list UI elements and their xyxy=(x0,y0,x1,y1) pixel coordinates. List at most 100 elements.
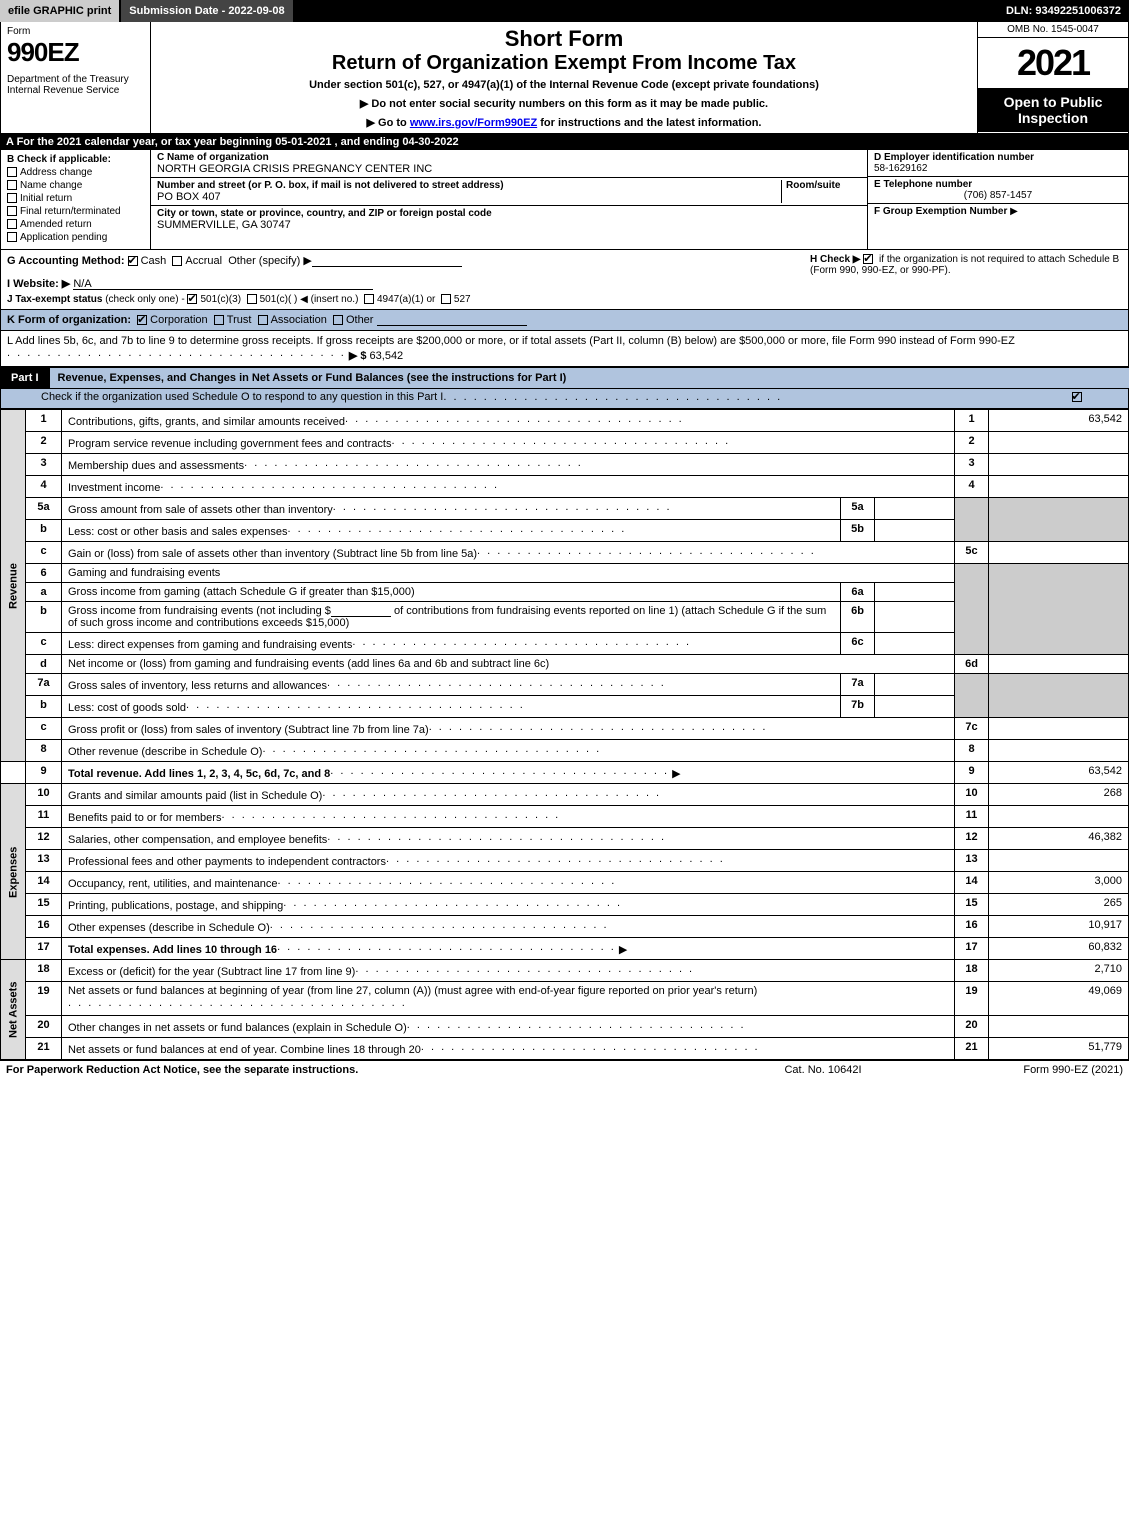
l8-desc: Other revenue (describe in Schedule O) xyxy=(68,746,262,758)
footer-mid: Cat. No. 10642I xyxy=(723,1064,923,1076)
l3-desc: Membership dues and assessments xyxy=(68,460,244,472)
l12-num: 12 xyxy=(26,828,62,850)
l6b-desc1: Gross income from fundraising events (no… xyxy=(68,605,331,617)
part1-sub-dots xyxy=(443,391,1068,406)
l9-amt-lbl: 9 xyxy=(955,762,989,784)
chk-amended-return[interactable]: Amended return xyxy=(7,219,144,230)
part1-sub-check[interactable] xyxy=(1068,391,1088,406)
goto-post: for instructions and the latest informat… xyxy=(537,117,761,129)
line-8: 8 Other revenue (describe in Schedule O)… xyxy=(1,740,1129,762)
sec-gh: G Accounting Method: Cash Accrual Other … xyxy=(0,250,1129,310)
l11-amt-lbl: 11 xyxy=(955,806,989,828)
topbar-spacer xyxy=(295,0,998,22)
chk-501c3[interactable] xyxy=(187,294,197,304)
sec-g-left: G Accounting Method: Cash Accrual Other … xyxy=(7,254,802,305)
chk-address-change[interactable]: Address change xyxy=(7,167,144,178)
line-15: 15 Printing, publications, postage, and … xyxy=(1,894,1129,916)
l5b-num: b xyxy=(26,520,62,542)
l21-desc: Net assets or fund balances at end of ye… xyxy=(68,1044,421,1056)
chk-501c[interactable] xyxy=(247,294,257,304)
footer-left: For Paperwork Reduction Act Notice, see … xyxy=(6,1064,723,1076)
l13-amt-lbl: 13 xyxy=(955,850,989,872)
chk-assoc[interactable] xyxy=(258,315,268,325)
chk-h[interactable] xyxy=(863,254,873,264)
col-b-header: B Check if applicable: xyxy=(7,154,144,165)
chk-final-return[interactable]: Final return/terminated xyxy=(7,206,144,217)
l6d-num: d xyxy=(26,655,62,674)
l7a-subamt xyxy=(875,674,955,696)
l5a-subamt xyxy=(875,498,955,520)
chk-accrual[interactable] xyxy=(172,256,182,266)
part1-header: Part I Revenue, Expenses, and Changes in… xyxy=(0,367,1129,389)
l5a-num: 5a xyxy=(26,498,62,520)
l17-amt: 60,832 xyxy=(989,938,1129,960)
l4-amt-lbl: 4 xyxy=(955,476,989,498)
group-exemption-hd: F Group Exemption Number xyxy=(874,206,1007,217)
j-note: (check only one) - xyxy=(105,294,184,305)
l6b-subamt xyxy=(875,602,955,633)
l6a-num: a xyxy=(26,583,62,602)
dln-label: DLN: 93492251006372 xyxy=(998,0,1129,22)
l6a-desc: Gross income from gaming (attach Schedul… xyxy=(68,586,415,598)
chk-name-change[interactable]: Name change xyxy=(7,180,144,191)
line-6: 6 Gaming and fundraising events xyxy=(1,564,1129,583)
org-addr: PO BOX 407 xyxy=(157,191,781,203)
l3-amt-lbl: 3 xyxy=(955,454,989,476)
chk-corp[interactable] xyxy=(137,315,147,325)
sec-l: L Add lines 5b, 6c, and 7b to line 9 to … xyxy=(0,331,1129,367)
chk-trust[interactable] xyxy=(214,315,224,325)
l6b-contrib-input[interactable] xyxy=(331,605,391,617)
l11-desc: Benefits paid to or for members xyxy=(68,812,221,824)
line-11: 11 Benefits paid to or for members 11 xyxy=(1,806,1129,828)
l17-desc: Total expenses. Add lines 10 through 16 xyxy=(68,944,277,956)
j-527-label: 527 xyxy=(454,294,471,305)
line-6d: d Net income or (loss) from gaming and f… xyxy=(1,655,1129,674)
l6a-subamt xyxy=(875,583,955,602)
org-city: SUMMERVILLE, GA 30747 xyxy=(157,219,861,231)
k-corp-label: Corporation xyxy=(150,314,207,326)
l6-shade-amt xyxy=(989,564,1129,655)
line-10: Expenses 10 Grants and similar amounts p… xyxy=(1,784,1129,806)
line-1: Revenue 1 Contributions, gifts, grants, … xyxy=(1,410,1129,432)
l7c-amt xyxy=(989,718,1129,740)
g-other-input[interactable] xyxy=(312,255,462,267)
line-17: 17 Total expenses. Add lines 10 through … xyxy=(1,938,1129,960)
submission-date-button[interactable]: Submission Date - 2022-09-08 xyxy=(121,0,294,22)
l7a-num: 7a xyxy=(26,674,62,696)
line-7c: c Gross profit or (loss) from sales of i… xyxy=(1,718,1129,740)
k-other-input[interactable] xyxy=(377,314,527,326)
line-4: 4 Investment income 4 xyxy=(1,476,1129,498)
l20-amt-lbl: 20 xyxy=(955,1016,989,1038)
chk-other-org[interactable] xyxy=(333,315,343,325)
row-a-tax-year: A For the 2021 calendar year, or tax yea… xyxy=(0,134,1129,150)
chk-initial-return[interactable]: Initial return xyxy=(7,193,144,204)
efile-print-button[interactable]: efile GRAPHIC print xyxy=(0,0,121,22)
expenses-vertical-label: Expenses xyxy=(1,784,26,960)
irs-link[interactable]: www.irs.gov/Form990EZ xyxy=(410,117,537,129)
chk-527[interactable] xyxy=(441,294,451,304)
org-name-hd: C Name of organization xyxy=(157,152,861,163)
sec-h-right: H Check ▶ if the organization is not req… xyxy=(802,254,1122,305)
chk-cash[interactable] xyxy=(128,256,138,266)
sec-k: K Form of organization: Corporation Trus… xyxy=(0,310,1129,331)
col-b: B Check if applicable: Address change Na… xyxy=(1,150,151,249)
l-dots xyxy=(7,350,346,362)
phone-hd: E Telephone number xyxy=(874,179,1122,190)
line-21: 21 Net assets or fund balances at end of… xyxy=(1,1038,1129,1060)
l20-desc: Other changes in net assets or fund bala… xyxy=(68,1022,407,1034)
l8-amt-lbl: 8 xyxy=(955,740,989,762)
l7c-num: c xyxy=(26,718,62,740)
part1-title: Revenue, Expenses, and Changes in Net As… xyxy=(50,368,1129,388)
l6-desc: Gaming and fundraising events xyxy=(62,564,955,583)
form-header: Form 990EZ Department of the Treasury In… xyxy=(0,22,1129,134)
l9-num: 9 xyxy=(26,762,62,784)
l19-amt-lbl: 19 xyxy=(955,982,989,1016)
l7c-desc: Gross profit or (loss) from sales of inv… xyxy=(68,724,429,736)
chk-4947[interactable] xyxy=(364,294,374,304)
l15-amt-lbl: 15 xyxy=(955,894,989,916)
chk-application-pending[interactable]: Application pending xyxy=(7,232,144,243)
l6-shade-lbl xyxy=(955,564,989,655)
l5c-amt xyxy=(989,542,1129,564)
l17-num: 17 xyxy=(26,938,62,960)
l11-amt xyxy=(989,806,1129,828)
